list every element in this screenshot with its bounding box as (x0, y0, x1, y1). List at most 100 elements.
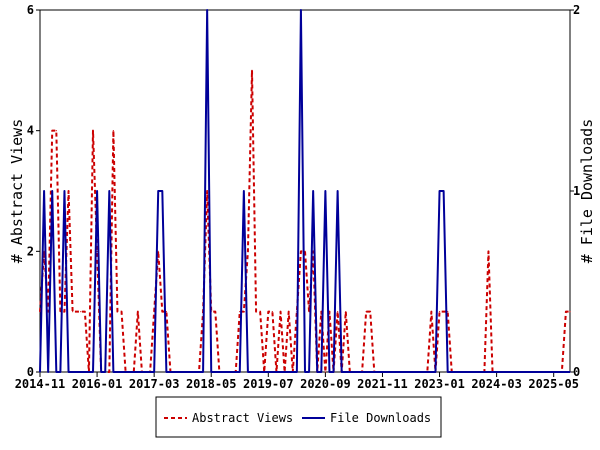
series-point-file-downloads (467, 371, 469, 373)
series-point-file-downloads (96, 190, 98, 192)
series-point-file-downloads (524, 371, 526, 373)
series-layer (39, 9, 571, 373)
series-point-file-downloads (279, 371, 282, 373)
series-point-file-downloads (316, 371, 318, 373)
series-point-file-downloads (263, 371, 265, 373)
series-point-file-downloads (194, 371, 196, 373)
series-point-abstract-views (59, 311, 61, 313)
series-point-file-downloads (414, 371, 416, 373)
series-point-abstract-views (120, 311, 123, 313)
series-point-file-downloads (100, 371, 102, 373)
series-point-abstract-views (76, 311, 78, 313)
series-point-abstract-views (251, 69, 253, 71)
series-point-file-downloads (504, 371, 506, 373)
series-point-file-downloads (418, 371, 420, 373)
series-point-file-downloads (141, 371, 143, 373)
series-point-file-downloads (259, 371, 261, 373)
series-point-file-downloads (438, 190, 441, 192)
series-point-abstract-views (447, 311, 449, 313)
series-point-file-downloads (198, 371, 200, 373)
series-point-file-downloads (247, 371, 249, 373)
series-point-file-downloads (447, 371, 449, 373)
series-point-file-downloads (161, 190, 163, 192)
series-point-abstract-views (337, 311, 339, 313)
series-point-file-downloads (63, 190, 66, 192)
series-point-file-downloads (549, 371, 551, 373)
series-point-abstract-views (247, 250, 249, 252)
x-tick-label: 2025-05 (528, 377, 579, 391)
series-point-abstract-views (84, 311, 86, 313)
series-point-file-downloads (337, 190, 339, 192)
series-point-file-downloads (210, 371, 212, 373)
series-point-file-downloads (255, 371, 257, 373)
right-tick-label: 2 (573, 3, 580, 17)
series-point-abstract-views (96, 250, 98, 252)
series-point-file-downloads (129, 371, 131, 373)
series-point-file-downloads (410, 371, 412, 373)
x-tick-label: 2018-05 (186, 377, 237, 391)
series-point-abstract-views (165, 311, 167, 313)
right-tick-label: 1 (573, 184, 580, 198)
left-axis-ticks: 0 2 4 6 (27, 3, 40, 379)
series-point-file-downloads (137, 371, 139, 373)
series-point-file-downloads (76, 371, 78, 373)
series-point-file-downloads (157, 190, 159, 192)
series-point-file-downloads (463, 371, 465, 373)
series-point-file-downloads (133, 371, 135, 373)
series-point-file-downloads (275, 371, 278, 373)
series-point-file-downloads (182, 371, 184, 373)
series-point-file-downloads (381, 371, 384, 373)
series-point-file-downloads (51, 190, 53, 192)
series-point-abstract-views (328, 311, 331, 313)
series-point-file-downloads (173, 371, 176, 373)
series-point-file-downloads (341, 371, 343, 373)
series-point-file-downloads (55, 371, 57, 373)
series-point-abstract-views (255, 311, 257, 313)
series-point-file-downloads (544, 371, 547, 373)
series-point-abstract-views (67, 190, 70, 192)
series-point-file-downloads (222, 371, 225, 373)
series-point-file-downloads (202, 371, 204, 373)
series-point-file-downloads (426, 371, 428, 373)
legend: Abstract Views File Downloads (155, 396, 442, 438)
series-point-abstract-views (430, 311, 432, 313)
series-point-file-downloads (332, 371, 335, 373)
series-point-file-downloads (149, 371, 151, 373)
series-point-file-downloads (349, 371, 351, 373)
series-point-abstract-views (365, 311, 367, 313)
series-point-abstract-views (569, 311, 571, 313)
series-point-file-downloads (500, 371, 502, 373)
right-axis-ticks: 0 1 2 (570, 3, 580, 379)
left-tick-label: 6 (27, 3, 34, 17)
series-point-file-downloads (59, 371, 61, 373)
series-point-file-downloads (487, 371, 490, 373)
series-point-abstract-views (243, 311, 245, 313)
x-tick-label: 2016-01 (72, 377, 123, 391)
series-point-file-downloads (540, 371, 543, 373)
series-point-file-downloads (434, 371, 437, 373)
legend-box (155, 396, 442, 438)
series-point-file-downloads (353, 371, 355, 373)
series-point-abstract-views (116, 311, 119, 313)
series-point-abstract-views (55, 130, 57, 132)
series-point-file-downloads (296, 371, 298, 373)
series-point-abstract-views (271, 311, 273, 313)
series-point-file-downloads (300, 9, 302, 11)
series-point-file-downloads (443, 190, 445, 192)
series-point-abstract-views (161, 311, 163, 313)
series-point-file-downloads (39, 371, 41, 373)
series-point-file-downloads (47, 371, 49, 373)
series-point-file-downloads (226, 371, 229, 373)
x-axis-ticks: 2014-11 2016-01 2017-03 2018-05 2019-07 2020-… (15, 372, 579, 391)
series-point-abstract-views (43, 250, 45, 252)
legend-label-abstract-views: Abstract Views (192, 411, 293, 425)
series-point-file-downloads (390, 371, 392, 373)
series-point-file-downloads (377, 371, 379, 373)
series-point-file-downloads (312, 190, 314, 192)
series-point-abstract-views (320, 311, 322, 313)
series-point-abstract-views (108, 371, 110, 373)
series-point-file-downloads (292, 371, 294, 373)
series-point-file-downloads (569, 371, 571, 373)
series-point-file-downloads (471, 371, 473, 373)
series-point-abstract-views (63, 311, 66, 313)
